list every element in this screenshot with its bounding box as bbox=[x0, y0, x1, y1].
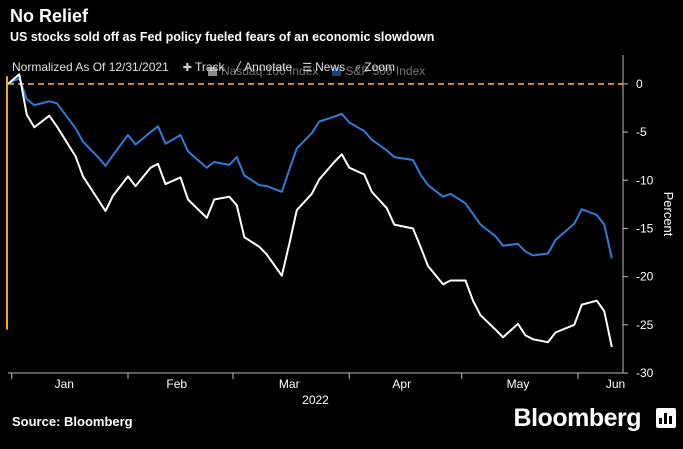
legend-label-sp500: S&P 500 Index bbox=[345, 64, 426, 78]
y-tick-label: -30 bbox=[636, 366, 654, 380]
legend-swatch-sp500 bbox=[332, 66, 342, 76]
annotate-label: Annotate bbox=[244, 60, 293, 74]
news-icon: ☰ bbox=[302, 61, 313, 74]
y-tick-label: -20 bbox=[636, 270, 654, 284]
x-tick-label: Apr bbox=[392, 377, 411, 391]
chart-title: No Relief bbox=[10, 6, 89, 26]
zoom-icon: ⌕ bbox=[355, 60, 362, 73]
news-button[interactable]: ☰ News bbox=[302, 60, 345, 74]
x-tick-label: Mar bbox=[279, 377, 300, 391]
news-label: News bbox=[315, 60, 346, 74]
bloomberg-logo-text: Bloomberg bbox=[513, 404, 642, 432]
source-note: Source: Bloomberg bbox=[12, 414, 133, 429]
annotate-button[interactable]: ╱ Annotate bbox=[235, 60, 293, 74]
y-tick-label: -15 bbox=[636, 221, 654, 235]
x-tick-label: Jan bbox=[55, 377, 74, 391]
legend-swatch-nasdaq bbox=[208, 66, 217, 76]
x-tick-label: Jun bbox=[606, 377, 625, 391]
legend-label-nasdaq: Nasdaq 100 Index bbox=[221, 64, 319, 78]
chart-legend: Nasdaq 100 Index S&P 500 Index bbox=[208, 64, 439, 78]
chart-toolbar: Normalized As Of 12/31/2021 ✚ Track ╱ An… bbox=[8, 60, 395, 74]
track-icon: ✚ bbox=[182, 61, 192, 74]
y-tick-label: 0 bbox=[636, 77, 643, 91]
y-tick-label: -5 bbox=[636, 125, 647, 139]
x-tick-label: May bbox=[507, 377, 530, 391]
series-line-sp500 bbox=[7, 77, 613, 259]
y-tick-label: -10 bbox=[636, 173, 654, 187]
track-label: Track bbox=[194, 60, 225, 74]
chart-subtitle: US stocks sold off as Fed policy fueled … bbox=[10, 30, 435, 44]
bloomberg-logo-icon bbox=[656, 408, 676, 428]
y-tick-label: -25 bbox=[636, 318, 654, 332]
legend-item-nasdaq: Nasdaq 100 Index bbox=[208, 64, 318, 78]
track-button[interactable]: ✚ Track bbox=[183, 60, 225, 74]
zoom-label: Zoom bbox=[364, 60, 395, 74]
series-line-nasdaq bbox=[7, 73, 613, 348]
x-tick-label: Feb bbox=[166, 377, 187, 391]
normalized-label: Normalized As Of 12/31/2021 bbox=[12, 60, 169, 74]
x-axis-label: 2022 bbox=[302, 393, 329, 407]
annotate-icon: ╱ bbox=[234, 61, 242, 74]
legend-item-sp500: S&P 500 Index bbox=[332, 64, 425, 78]
y-axis-label: Percent bbox=[661, 192, 676, 237]
zoom-button[interactable]: ⌕ Zoom bbox=[355, 60, 395, 74]
